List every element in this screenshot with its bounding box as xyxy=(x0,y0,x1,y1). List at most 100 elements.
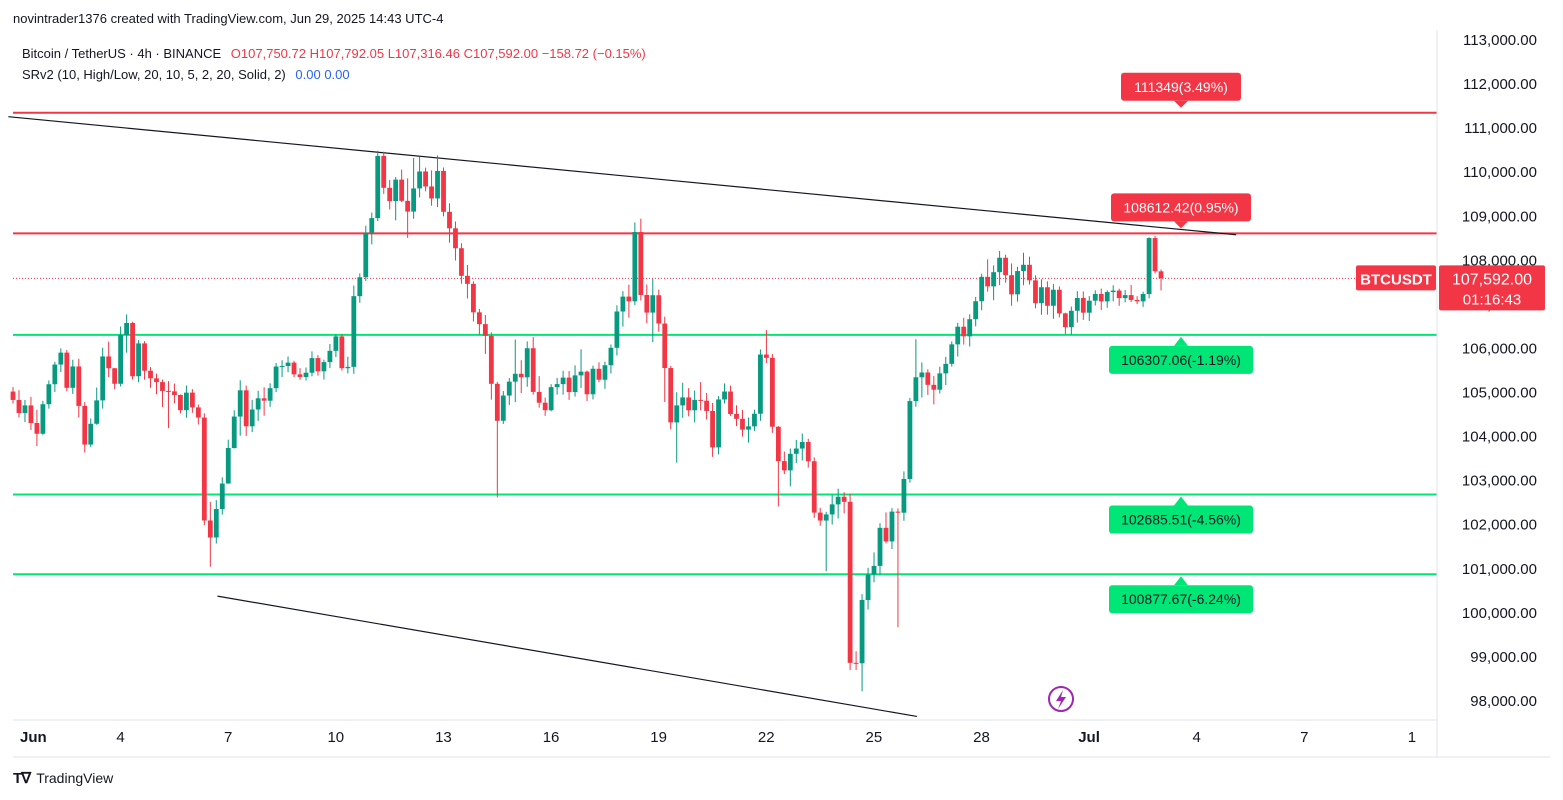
candle[interactable] xyxy=(429,170,434,206)
candle[interactable] xyxy=(160,379,165,407)
candle[interactable] xyxy=(70,359,76,394)
candle[interactable] xyxy=(644,284,650,324)
candle[interactable] xyxy=(219,477,225,515)
candle[interactable] xyxy=(590,365,596,400)
candle[interactable] xyxy=(871,552,877,583)
candle[interactable] xyxy=(566,370,572,400)
candle[interactable] xyxy=(1098,288,1104,311)
candle[interactable] xyxy=(40,400,46,435)
candle[interactable] xyxy=(626,284,632,318)
candle[interactable] xyxy=(435,155,440,208)
candle[interactable] xyxy=(608,344,614,374)
candle[interactable] xyxy=(1062,312,1068,335)
candle[interactable] xyxy=(728,385,733,416)
candle[interactable] xyxy=(142,341,147,380)
candle[interactable] xyxy=(345,356,351,374)
candle[interactable] xyxy=(1140,291,1146,307)
candle[interactable] xyxy=(172,383,177,404)
candle[interactable] xyxy=(967,314,973,347)
candle[interactable] xyxy=(1116,288,1122,306)
trendline-lower[interactable] xyxy=(217,595,918,718)
candle[interactable] xyxy=(100,347,106,409)
candle[interactable] xyxy=(339,334,345,371)
candle[interactable] xyxy=(895,508,901,628)
candle[interactable] xyxy=(536,376,542,408)
candle[interactable] xyxy=(1056,286,1062,318)
candle[interactable] xyxy=(692,390,698,423)
candle[interactable] xyxy=(769,353,775,433)
candle[interactable] xyxy=(656,289,662,332)
candle[interactable] xyxy=(476,309,482,335)
candle[interactable] xyxy=(482,314,488,354)
candle[interactable] xyxy=(381,151,387,194)
candle[interactable] xyxy=(441,167,446,217)
candle[interactable] xyxy=(1003,254,1008,283)
candle[interactable] xyxy=(357,273,363,303)
indicator-name[interactable]: SRv2 (10, High/Low, 20, 10, 5, 2, 20, So… xyxy=(22,67,286,82)
candle[interactable] xyxy=(393,177,399,221)
candle[interactable] xyxy=(28,396,34,430)
candle[interactable] xyxy=(279,360,285,378)
candle[interactable] xyxy=(781,451,787,475)
candle[interactable] xyxy=(1051,284,1056,319)
candle[interactable] xyxy=(979,273,985,311)
candle[interactable] xyxy=(889,508,895,550)
candle[interactable] xyxy=(746,417,751,443)
candle[interactable] xyxy=(297,368,303,380)
candle[interactable] xyxy=(865,567,871,610)
candle[interactable] xyxy=(710,402,715,457)
candle[interactable] xyxy=(901,471,907,521)
candle[interactable] xyxy=(518,360,524,394)
candle[interactable] xyxy=(423,167,428,192)
candle[interactable] xyxy=(154,373,159,395)
candle[interactable] xyxy=(52,361,58,392)
candle[interactable] xyxy=(321,359,327,380)
candle[interactable] xyxy=(734,405,739,427)
candle[interactable] xyxy=(488,332,494,400)
candle[interactable] xyxy=(106,341,112,378)
candle[interactable] xyxy=(1092,290,1098,306)
candle[interactable] xyxy=(184,385,189,418)
candle[interactable] xyxy=(883,512,889,544)
candle[interactable] xyxy=(1152,236,1158,274)
candle[interactable] xyxy=(686,388,692,417)
candle[interactable] xyxy=(1033,275,1038,309)
candle[interactable] xyxy=(213,500,219,544)
candle[interactable] xyxy=(1039,279,1044,315)
candle[interactable] xyxy=(512,339,518,403)
candle[interactable] xyxy=(907,397,913,483)
candle[interactable] xyxy=(130,321,135,380)
candle[interactable] xyxy=(799,433,805,461)
candle[interactable] xyxy=(1009,263,1014,306)
candle[interactable] xyxy=(16,390,22,418)
candle[interactable] xyxy=(632,222,638,305)
candle[interactable] xyxy=(82,402,88,453)
candle[interactable] xyxy=(58,348,64,372)
candle[interactable] xyxy=(704,393,710,420)
candle[interactable] xyxy=(835,488,841,519)
candle[interactable] xyxy=(471,281,476,322)
candle[interactable] xyxy=(638,218,644,301)
candle[interactable] xyxy=(166,381,171,429)
candle[interactable] xyxy=(584,370,590,402)
candle[interactable] xyxy=(267,383,273,407)
candle[interactable] xyxy=(674,392,680,463)
candle[interactable] xyxy=(249,399,255,433)
candle[interactable] xyxy=(961,317,967,345)
candle[interactable] xyxy=(10,387,16,404)
candle[interactable] xyxy=(76,358,82,418)
candle[interactable] xyxy=(231,410,237,449)
candle[interactable] xyxy=(1158,269,1164,291)
candle[interactable] xyxy=(578,349,584,388)
candle[interactable] xyxy=(1128,285,1134,303)
candle[interactable] xyxy=(554,377,560,395)
candle[interactable] xyxy=(758,349,763,421)
candle[interactable] xyxy=(662,316,668,402)
candle[interactable] xyxy=(1068,306,1074,335)
candle[interactable] xyxy=(572,365,578,397)
candle[interactable] xyxy=(955,322,961,357)
candle[interactable] xyxy=(811,457,817,518)
candle[interactable] xyxy=(530,336,536,395)
candle[interactable] xyxy=(877,523,883,575)
